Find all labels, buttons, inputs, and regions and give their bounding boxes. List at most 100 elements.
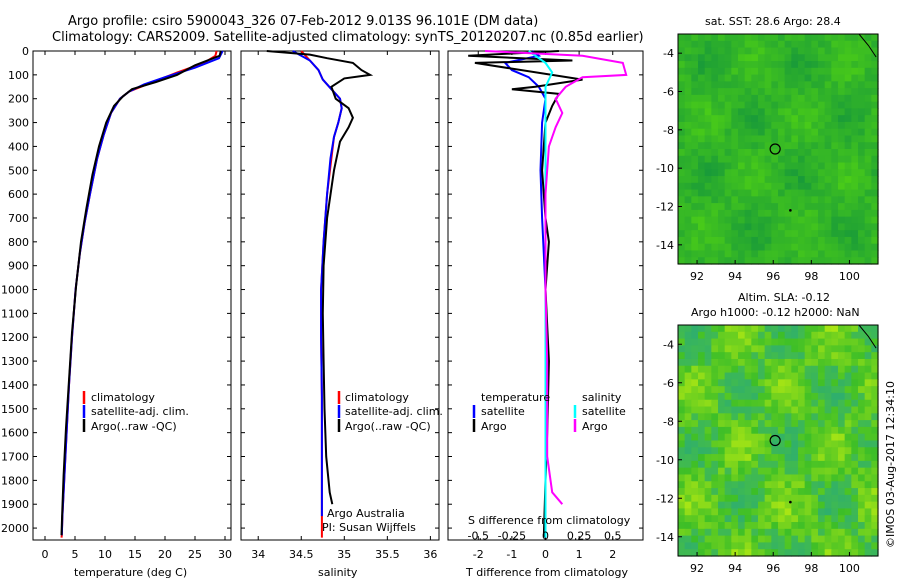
s-tick-label: 0.25: [567, 530, 592, 543]
map-cell: [791, 549, 799, 557]
map-cell: [751, 203, 759, 211]
map-cell: [851, 386, 859, 394]
map-cell: [744, 406, 752, 414]
map-cell: [811, 325, 819, 333]
map-cell: [851, 454, 859, 462]
map-cell: [678, 40, 686, 49]
map-cell: [811, 467, 819, 476]
map-cell: [744, 447, 752, 455]
map-cell: [678, 196, 686, 204]
map-cell: [824, 365, 832, 374]
map-cell: [778, 67, 786, 76]
map-cell: [824, 128, 832, 137]
map-cell: [798, 88, 806, 96]
map-cell: [691, 209, 699, 218]
map-cell: [871, 149, 879, 157]
map-cell: [738, 189, 746, 197]
map-cell: [751, 61, 759, 69]
map-cell: [771, 325, 779, 333]
map-cell: [811, 549, 819, 557]
map-cell: [838, 440, 846, 448]
map-cell: [818, 440, 826, 448]
map-cell: [838, 135, 846, 143]
map-cell: [864, 149, 872, 157]
map-cell: [771, 433, 779, 442]
map-cell: [791, 379, 799, 387]
map-cell: [851, 440, 859, 448]
map-cell: [798, 121, 806, 130]
map-y-tick-label: -12: [656, 201, 674, 214]
map-cell: [778, 176, 786, 184]
map-cell: [838, 501, 846, 510]
map-cell: [784, 528, 792, 537]
map-cell: [798, 447, 806, 455]
map-cell: [784, 447, 792, 455]
map-cell: [738, 345, 746, 353]
map-cell: [738, 413, 746, 421]
map-cell: [731, 447, 739, 455]
map-cell: [778, 358, 786, 367]
map-cell: [704, 447, 712, 455]
map-cell: [871, 501, 879, 510]
map-cell: [731, 474, 739, 482]
map-cell: [698, 155, 706, 164]
map-cell: [691, 230, 699, 238]
map-cell: [838, 549, 846, 557]
map-cell: [744, 203, 752, 211]
y-tick-label: 1900: [1, 498, 29, 511]
map-cell: [731, 386, 739, 394]
map-cell: [838, 81, 846, 89]
map-cell: [818, 108, 826, 116]
map-cell: [844, 216, 852, 225]
map-cell: [711, 115, 719, 123]
map-cell: [744, 399, 752, 408]
x-tick-label: 10: [98, 548, 112, 561]
map-cell: [718, 236, 726, 245]
map-cell: [798, 372, 806, 380]
map-cell: [764, 54, 772, 62]
map-cell: [864, 74, 872, 82]
map-cell: [804, 494, 812, 503]
map-cell: [818, 474, 826, 482]
map-cell: [784, 34, 792, 42]
map-cell: [784, 257, 792, 265]
map-cell: [758, 128, 766, 137]
map-cell: [751, 365, 759, 374]
map-cell: [764, 331, 772, 340]
map-cell: [791, 358, 799, 367]
map-cell: [864, 352, 872, 360]
map-cell: [804, 176, 812, 184]
map-cell: [691, 528, 699, 537]
map-cell: [871, 176, 879, 184]
map-cell: [804, 535, 812, 544]
map-cell: [844, 494, 852, 503]
map-cell: [798, 515, 806, 523]
map-cell: [698, 189, 706, 197]
map-cell: [778, 216, 786, 225]
map-cell: [844, 162, 852, 170]
map-cell: [851, 135, 859, 143]
map-cell: [791, 128, 799, 137]
map-cell: [798, 257, 806, 265]
map-cell: [844, 149, 852, 157]
map-cell: [791, 54, 799, 62]
map-cell: [818, 34, 826, 42]
map-cell: [678, 101, 686, 110]
sla-map-subtitle: Argo h1000: -0.12 h2000: NaN: [691, 306, 860, 319]
map-cell: [684, 34, 692, 42]
map-cell: [678, 549, 686, 557]
map-cell: [724, 250, 732, 258]
map-cell: [864, 135, 872, 143]
map-cell: [844, 392, 852, 401]
map-cell: [864, 67, 872, 76]
map-cell: [691, 522, 699, 530]
map-cell: [864, 372, 872, 380]
map-cell: [738, 535, 746, 544]
map-cell: [698, 74, 706, 82]
map-cell: [718, 372, 726, 380]
map-cell: [811, 203, 819, 211]
map-cell: [691, 155, 699, 164]
map-cell: [691, 182, 699, 191]
map-cell: [778, 196, 786, 204]
map-cell: [778, 386, 786, 394]
